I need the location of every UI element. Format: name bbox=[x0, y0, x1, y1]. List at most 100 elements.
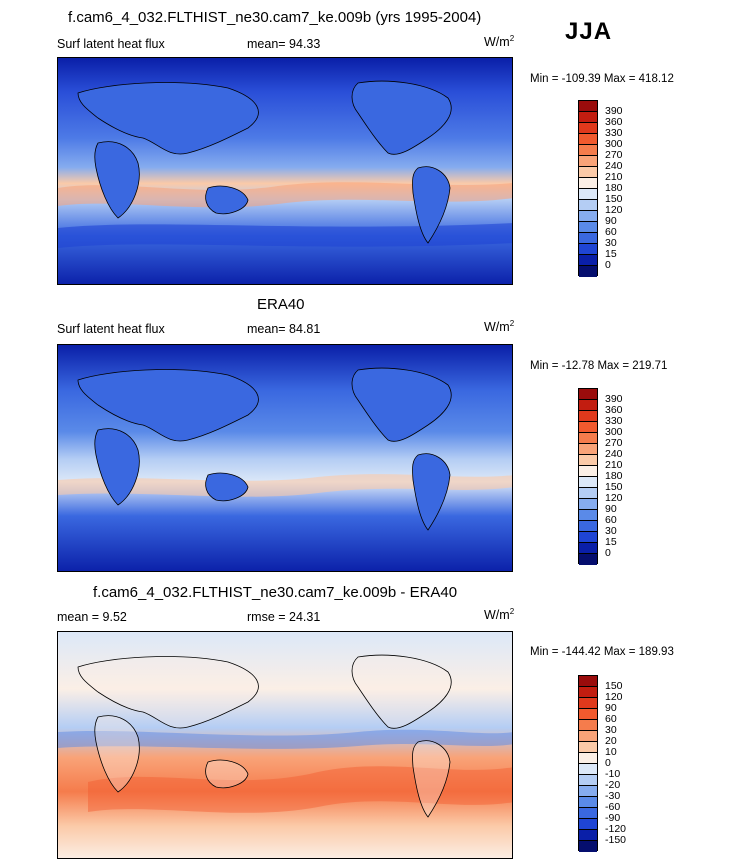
colorbar-swatch bbox=[579, 145, 597, 156]
colorbar-swatch bbox=[579, 797, 597, 808]
colorbar-swatch bbox=[579, 389, 597, 400]
colorbar-swatch bbox=[579, 101, 597, 112]
colorbar-tick-label: 90 bbox=[605, 503, 617, 515]
colorbar-tick-label: -120 bbox=[605, 823, 627, 835]
colorbar-swatch bbox=[579, 123, 597, 134]
colorbar-swatch bbox=[579, 786, 597, 797]
colorbar-swatch bbox=[579, 742, 597, 753]
colorbar-swatch bbox=[579, 841, 597, 852]
colorbar-tick-label: 330 bbox=[605, 127, 623, 139]
colorbar-tick-label: 60 bbox=[605, 226, 617, 238]
colorbar-tick-label: 90 bbox=[605, 215, 617, 227]
colorbar-swatch bbox=[579, 819, 597, 830]
colorbar-swatch bbox=[579, 709, 597, 720]
colorbar-swatch bbox=[579, 222, 597, 233]
panel1-units-label: W/m2 bbox=[484, 34, 515, 50]
colorbar-swatch bbox=[579, 134, 597, 145]
colorbar-tick-label: 210 bbox=[605, 171, 623, 183]
panel1-title: f.cam6_4_032.FLTHIST_ne30.cam7_ke.009b (… bbox=[68, 9, 482, 26]
panel2-title: ERA40 bbox=[257, 296, 305, 313]
colorbar-tick-label: 15 bbox=[605, 248, 617, 260]
colorbar-tick-label: 300 bbox=[605, 426, 623, 438]
colorbar-tick-label: 330 bbox=[605, 415, 623, 427]
colorbar-tick-label: 180 bbox=[605, 470, 623, 482]
colorbar-tick-label: 30 bbox=[605, 724, 617, 736]
colorbar-tick-label: -150 bbox=[605, 834, 627, 846]
colorbar-tick-label: -90 bbox=[605, 812, 621, 824]
colorbar-swatch bbox=[579, 830, 597, 841]
colorbar-swatch bbox=[579, 233, 597, 244]
panel1-map bbox=[57, 57, 513, 285]
panel2-colorbar bbox=[578, 388, 598, 565]
panel3-rmse-label: rmse = 24.31 bbox=[247, 610, 321, 624]
panel3-minmax-label: Min = -144.42 Max = 189.93 bbox=[530, 646, 674, 658]
colorbar-swatch bbox=[579, 167, 597, 178]
colorbar-swatch bbox=[579, 433, 597, 444]
colorbar-swatch bbox=[579, 753, 597, 764]
colorbar-swatch bbox=[579, 156, 597, 167]
colorbar-swatch bbox=[579, 400, 597, 411]
panel2-minmax-label: Min = -12.78 Max = 219.71 bbox=[530, 360, 668, 372]
colorbar-swatch bbox=[579, 255, 597, 266]
colorbar-tick-label: 240 bbox=[605, 448, 623, 460]
colorbar-tick-label: 150 bbox=[605, 680, 623, 692]
colorbar-swatch bbox=[579, 200, 597, 211]
colorbar-tick-label: 120 bbox=[605, 204, 623, 216]
panel1-minmax-label: Min = -109.39 Max = 418.12 bbox=[530, 73, 674, 85]
colorbar-swatch bbox=[579, 422, 597, 433]
colorbar-tick-label: 360 bbox=[605, 116, 623, 128]
colorbar-swatch bbox=[579, 510, 597, 521]
colorbar-tick-label: 0 bbox=[605, 259, 611, 271]
colorbar-swatch bbox=[579, 687, 597, 698]
colorbar-swatch bbox=[579, 698, 597, 709]
colorbar-tick-label: 0 bbox=[605, 757, 611, 769]
colorbar-swatch bbox=[579, 521, 597, 532]
panel3-mean-label: mean = 9.52 bbox=[57, 610, 127, 624]
colorbar-tick-label: 180 bbox=[605, 182, 623, 194]
panel3-map bbox=[57, 631, 513, 859]
colorbar-swatch bbox=[579, 266, 597, 277]
colorbar-tick-label: 300 bbox=[605, 138, 623, 150]
colorbar-swatch bbox=[579, 178, 597, 189]
colorbar-tick-label: 60 bbox=[605, 713, 617, 725]
panel3-title: f.cam6_4_032.FLTHIST_ne30.cam7_ke.009b -… bbox=[93, 584, 458, 601]
colorbar-swatch bbox=[579, 720, 597, 731]
colorbar-tick-label: 60 bbox=[605, 514, 617, 526]
panel2-map bbox=[57, 344, 513, 572]
colorbar-swatch bbox=[579, 189, 597, 200]
colorbar-swatch bbox=[579, 477, 597, 488]
colorbar-swatch bbox=[579, 112, 597, 123]
colorbar-tick-label: 390 bbox=[605, 393, 623, 405]
colorbar-swatch bbox=[579, 499, 597, 510]
colorbar-swatch bbox=[579, 444, 597, 455]
colorbar-tick-label: 270 bbox=[605, 149, 623, 161]
panel1-mean-label: mean= 94.33 bbox=[247, 37, 321, 51]
panel3-colorbar bbox=[578, 675, 598, 852]
colorbar-tick-label: 15 bbox=[605, 536, 617, 548]
colorbar-swatch bbox=[579, 775, 597, 786]
colorbar-tick-label: 360 bbox=[605, 404, 623, 416]
colorbar-swatch bbox=[579, 244, 597, 255]
colorbar-swatch bbox=[579, 532, 597, 543]
colorbar-tick-label: 150 bbox=[605, 481, 623, 493]
panel3-units-label: W/m2 bbox=[484, 607, 515, 623]
colorbar-tick-label: 90 bbox=[605, 702, 617, 714]
panel2-variable-label: Surf latent heat flux bbox=[57, 322, 165, 336]
colorbar-swatch bbox=[579, 676, 597, 687]
colorbar-tick-label: 10 bbox=[605, 746, 617, 758]
colorbar-tick-label: 120 bbox=[605, 691, 623, 703]
season-label: JJA bbox=[565, 18, 613, 45]
colorbar-tick-label: -10 bbox=[605, 768, 621, 780]
colorbar-tick-label: 30 bbox=[605, 237, 617, 249]
panel2-units-label: W/m2 bbox=[484, 319, 515, 335]
colorbar-swatch bbox=[579, 455, 597, 466]
colorbar-tick-label: 240 bbox=[605, 160, 623, 172]
colorbar-tick-label: -20 bbox=[605, 779, 621, 791]
colorbar-swatch bbox=[579, 211, 597, 222]
colorbar-tick-label: 270 bbox=[605, 437, 623, 449]
colorbar-tick-label: 120 bbox=[605, 492, 623, 504]
colorbar-swatch bbox=[579, 554, 597, 565]
colorbar-swatch bbox=[579, 466, 597, 477]
panel1-colorbar bbox=[578, 100, 598, 277]
colorbar-swatch bbox=[579, 764, 597, 775]
